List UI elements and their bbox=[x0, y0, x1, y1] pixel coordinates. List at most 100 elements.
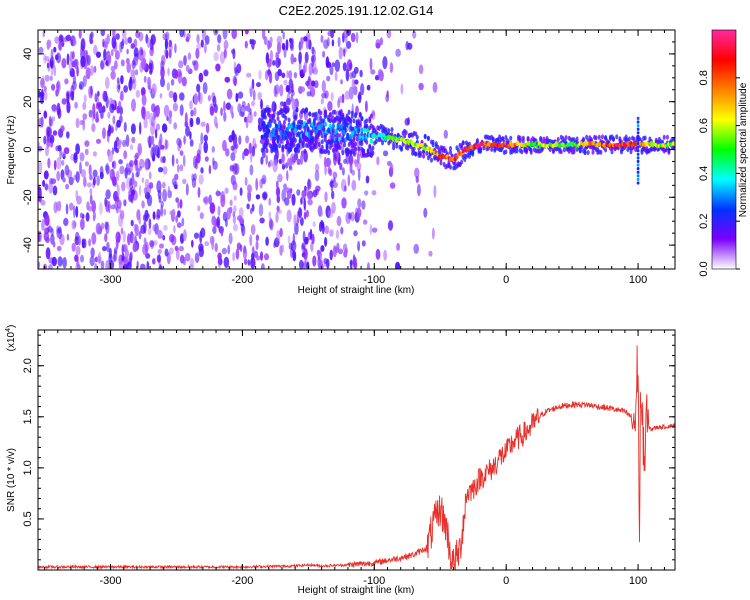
heatmap-cell bbox=[403, 133, 407, 139]
heatmap-cell bbox=[144, 209, 149, 222]
heatmap-cell bbox=[179, 92, 185, 101]
heatmap-cell bbox=[423, 207, 428, 218]
heatmap-cell bbox=[245, 135, 250, 144]
heatmap-cell bbox=[164, 248, 169, 257]
heatmap-cell bbox=[121, 38, 125, 46]
heatmap-cell bbox=[353, 159, 359, 165]
heatmap-cell bbox=[404, 130, 408, 136]
heatmap-cell bbox=[300, 37, 304, 50]
heatmap-cell bbox=[612, 136, 615, 142]
heatmap-cell bbox=[64, 78, 69, 85]
heatmap-cell bbox=[273, 119, 277, 125]
heatmap-cell bbox=[120, 227, 124, 235]
x-tick-label: 100 bbox=[629, 274, 647, 286]
heatmap-cell bbox=[73, 153, 78, 164]
x-tick-label: -300 bbox=[100, 575, 122, 587]
heatmap-cell bbox=[433, 185, 437, 198]
heatmap-cell bbox=[161, 181, 166, 189]
heatmap-cell bbox=[308, 62, 313, 76]
heatmap-cell bbox=[195, 47, 200, 60]
heatmap-cell bbox=[636, 177, 640, 181]
heatmap-cell bbox=[84, 161, 89, 167]
heatmap-cell bbox=[430, 157, 433, 163]
heatmap-cell bbox=[311, 80, 316, 87]
heatmap-cell bbox=[44, 74, 50, 82]
heatmap-cell bbox=[86, 182, 92, 188]
heatmap-cell bbox=[138, 230, 142, 240]
heatmap-cell bbox=[71, 60, 76, 68]
heatmap-cell bbox=[118, 159, 123, 165]
heatmap-cell bbox=[173, 92, 178, 103]
heatmap-cell bbox=[91, 123, 96, 133]
heatmap-cell bbox=[315, 188, 319, 196]
heatmap-cell bbox=[51, 105, 57, 113]
heatmap-cell bbox=[636, 124, 640, 128]
heatmap-cell bbox=[326, 37, 330, 47]
heatmap-cell bbox=[302, 230, 306, 243]
heatmap-cell bbox=[582, 136, 585, 142]
heatmap-cell bbox=[247, 102, 251, 113]
y-tick-label: 0.5 bbox=[22, 511, 34, 526]
heatmap-cell bbox=[253, 111, 257, 117]
heatmap-cell bbox=[343, 142, 346, 148]
heatmap-cell bbox=[130, 219, 134, 227]
heatmap-cell bbox=[96, 175, 100, 186]
heatmap-cell bbox=[120, 90, 124, 102]
heatmap-cell bbox=[255, 194, 261, 200]
heatmap-cell bbox=[115, 33, 120, 40]
heatmap-cell bbox=[241, 100, 246, 108]
heatmap-cell bbox=[395, 261, 401, 269]
heatmap-cell bbox=[145, 110, 151, 120]
heatmap-cell bbox=[345, 68, 350, 82]
heatmap-cell bbox=[68, 176, 74, 186]
heatmap-cell bbox=[39, 92, 44, 105]
heatmap-cell bbox=[183, 55, 187, 66]
heatmap-cell bbox=[282, 124, 286, 130]
heatmap-cell bbox=[428, 250, 433, 257]
heatmap-cell bbox=[301, 242, 306, 250]
heatmap-cell bbox=[82, 113, 88, 120]
heatmap-cell bbox=[331, 62, 335, 68]
heatmap-cell bbox=[636, 120, 640, 124]
heatmap-cell bbox=[350, 113, 354, 119]
heatmap-cell bbox=[279, 138, 283, 144]
heatmap-cell bbox=[604, 147, 608, 153]
heatmap-cell bbox=[353, 257, 358, 269]
heatmap-cell bbox=[212, 95, 217, 108]
heatmap-cell bbox=[307, 198, 313, 206]
heatmap-cell bbox=[338, 145, 342, 150]
heatmap-cell bbox=[57, 145, 62, 152]
heatmap-cell bbox=[149, 240, 155, 247]
heatmap-cell bbox=[291, 193, 296, 206]
heatmap-cell bbox=[207, 94, 211, 102]
heatmap-cell bbox=[277, 68, 283, 77]
heatmap-cell bbox=[262, 192, 268, 201]
heatmap-cell bbox=[127, 233, 131, 246]
heatmap-cell bbox=[43, 170, 49, 180]
heatmap-cell bbox=[357, 240, 361, 252]
heatmap-cell bbox=[194, 158, 199, 170]
heatmap-cell bbox=[52, 185, 58, 196]
heatmap-cell bbox=[148, 218, 152, 229]
heatmap-cell bbox=[106, 165, 111, 174]
heatmap-cell bbox=[185, 64, 190, 73]
heatmap-cell bbox=[170, 79, 175, 86]
heatmap-cell bbox=[121, 244, 124, 255]
heatmap-cell bbox=[333, 109, 337, 115]
heatmap-cell bbox=[38, 161, 43, 174]
heatmap-cell bbox=[491, 138, 495, 144]
heatmap-cell bbox=[371, 145, 375, 151]
heatmap-cell bbox=[260, 117, 264, 123]
heatmap-cell bbox=[40, 199, 46, 206]
heatmap-cell bbox=[69, 202, 74, 211]
heatmap-cell bbox=[48, 181, 54, 194]
heatmap-cell bbox=[293, 214, 297, 227]
heatmap-cell bbox=[341, 197, 347, 209]
heatmap-cell bbox=[289, 147, 293, 153]
heatmap-cell bbox=[46, 39, 52, 48]
y-tick-label: 2.0 bbox=[22, 358, 34, 373]
heatmap-cell bbox=[636, 181, 640, 185]
heatmap-cell bbox=[251, 100, 255, 107]
heatmap-cell bbox=[449, 164, 452, 170]
heatmap-cell bbox=[134, 224, 139, 237]
